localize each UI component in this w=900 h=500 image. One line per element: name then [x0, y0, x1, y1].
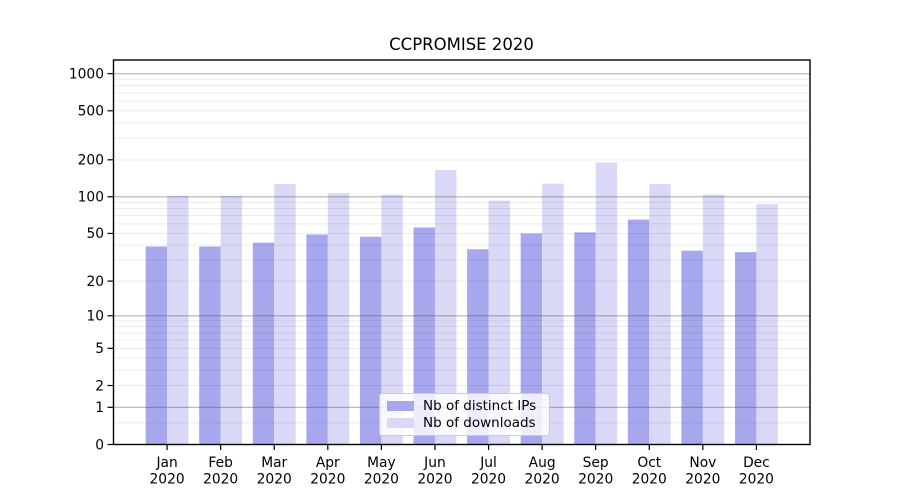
bar-distinct-ips — [520, 233, 543, 445]
x-tick-label-year: 2020 — [739, 472, 774, 488]
y-tick-label: 500 — [78, 104, 104, 120]
x-tick-label-year: 2020 — [525, 472, 560, 488]
bar-downloads — [381, 194, 403, 445]
y-tick-label: 20 — [86, 274, 104, 290]
x-tick-label-year: 2020 — [417, 472, 452, 488]
y-tick-label: 1 — [95, 400, 104, 416]
legend-swatch-downloads — [387, 418, 414, 429]
y-tick-label: 10 — [86, 309, 104, 325]
bar-downloads — [488, 200, 510, 445]
y-tick-label: 0 — [95, 437, 104, 453]
x-tick-label-year: 2020 — [471, 472, 506, 488]
x-tick-label-month: Jul — [479, 455, 497, 471]
bar-downloads — [702, 194, 725, 445]
bar-downloads — [274, 184, 296, 445]
bar-downloads — [434, 170, 457, 445]
chart-title: CCPROMISE 2020 — [389, 35, 534, 54]
x-tick-label-year: 2020 — [150, 472, 185, 488]
bar-distinct-ips — [627, 219, 650, 445]
bar-distinct-ips — [359, 236, 382, 445]
legend-item-downloads: Nb of downloads — [387, 415, 542, 433]
x-tick-label-month: Aug — [529, 455, 556, 471]
bar-distinct-ips — [199, 246, 221, 445]
x-tick-label-month: Jun — [423, 455, 446, 471]
legend-label-distinct-ips: Nb of distinct IPs — [423, 397, 537, 414]
x-tick-label-month: Nov — [689, 455, 716, 471]
bar-downloads — [756, 204, 778, 445]
legend: Nb of distinct IPs Nb of downloads — [379, 393, 550, 436]
x-tick-label-year: 2020 — [257, 472, 292, 488]
y-tick-label: 100 — [78, 190, 104, 206]
x-tick-label-year: 2020 — [578, 472, 613, 488]
legend-item-distinct-ips: Nb of distinct IPs — [387, 397, 542, 415]
bar-distinct-ips — [574, 232, 596, 445]
legend-label-downloads: Nb of downloads — [423, 415, 536, 432]
y-tick-label: 5 — [95, 341, 104, 357]
y-tick-label: 2 — [95, 378, 104, 394]
x-tick-label-year: 2020 — [632, 472, 667, 488]
x-tick-label-month: Feb — [208, 455, 232, 471]
bar-distinct-ips — [413, 227, 435, 445]
x-tick-label-month: Sep — [583, 455, 609, 471]
y-tick-label: 200 — [78, 153, 104, 169]
bar-downloads — [220, 195, 243, 445]
bar-downloads — [595, 162, 618, 445]
bar-downloads — [649, 184, 671, 445]
bar-downloads — [327, 193, 350, 445]
x-tick-label-year: 2020 — [685, 472, 720, 488]
bar-distinct-ips — [306, 234, 328, 445]
x-tick-label-month: Dec — [743, 455, 770, 471]
x-tick-label-year: 2020 — [203, 472, 238, 488]
plot-frame — [112, 59, 811, 446]
y-tick-label: 1000 — [69, 66, 104, 82]
x-tick-label-month: Mar — [261, 455, 287, 471]
x-tick-label-month: May — [367, 455, 396, 471]
x-tick-label-month: Jan — [155, 455, 177, 471]
x-tick-label-month: Apr — [316, 455, 340, 471]
y-tick-label: 50 — [86, 226, 104, 242]
bar-downloads — [542, 183, 564, 445]
x-tick-label-year: 2020 — [310, 472, 345, 488]
bar-distinct-ips — [252, 242, 275, 445]
bar-downloads — [167, 195, 189, 445]
bar-distinct-ips — [734, 252, 757, 445]
bar-distinct-ips — [681, 250, 703, 445]
x-tick-label-year: 2020 — [364, 472, 399, 488]
legend-swatch-distinct-ips — [387, 400, 414, 411]
x-tick-label-month: Oct — [637, 455, 661, 471]
bar-distinct-ips — [145, 246, 168, 445]
